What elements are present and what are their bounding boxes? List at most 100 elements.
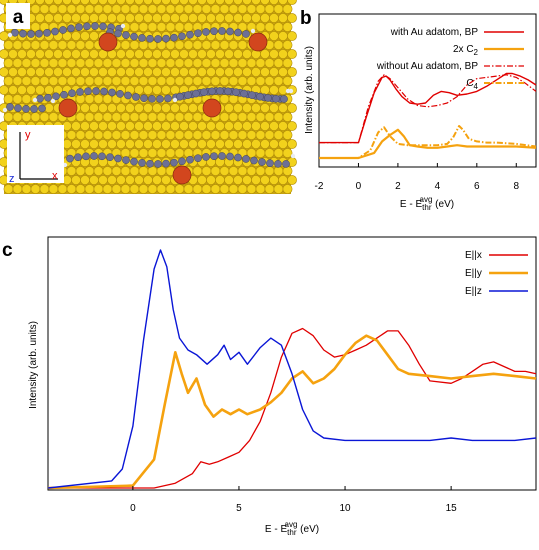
carbon-atom [250, 156, 258, 165]
panel-c-letter: c [2, 240, 13, 261]
carbon-atom [148, 95, 156, 103]
chart-b-tick-label: 8 [513, 181, 519, 192]
chart-c-tick-label: 10 [339, 503, 351, 514]
carbon-atom [218, 152, 226, 160]
chart-b-tick-label: 6 [474, 181, 480, 192]
hydrogen-atom [2, 107, 8, 113]
carbon-atom [90, 152, 98, 160]
carbon-atom [192, 89, 200, 98]
chart-b-series-2 [319, 128, 537, 160]
chart-c-tick-label: 0 [130, 503, 136, 514]
panel-a-letter: a [13, 7, 24, 28]
carbon-atom [138, 159, 146, 167]
chart-c-y-axis-label: Intensity (arb. units) [28, 321, 39, 409]
carbon-atom [266, 159, 274, 168]
chart-b-x-axis-label: E - Ethravg (eV) [400, 195, 454, 212]
gold-atom [282, 130, 293, 140]
carbon-atom [108, 88, 116, 97]
carbon-atom [43, 28, 51, 37]
carbon-atom [114, 154, 122, 163]
chart-b-tick-label: 4 [435, 181, 441, 192]
chart-b-x-ticks: -2 0 2 4 6 8 [315, 163, 519, 192]
gold-adatom [248, 32, 268, 52]
carbon-atom [75, 23, 83, 31]
axis-label-x: x [52, 170, 58, 182]
gold-atom [287, 67, 297, 77]
carbon-atom [99, 22, 107, 31]
hydrogen-atom [50, 98, 56, 104]
carbon-atom [140, 94, 148, 103]
carbon-atom [264, 94, 272, 102]
legend-b-entry-1: with Au adatom, BP [390, 27, 479, 38]
carbon-atom [6, 103, 14, 111]
gold-atom [152, 0, 162, 5]
gold-atom [282, 76, 293, 86]
carbon-atom [164, 94, 172, 103]
hydrogen-atom [285, 88, 291, 94]
gold-atom [282, 148, 293, 158]
carbon-atom [218, 27, 226, 35]
gold-atom [89, 0, 99, 5]
carbon-atom [146, 34, 154, 43]
carbon-atom [156, 95, 164, 103]
carbon-atom [256, 92, 264, 101]
carbon-atom [184, 91, 192, 99]
carbon-atom [19, 29, 27, 38]
carbon-atom [242, 30, 250, 38]
carbon-atom [11, 28, 19, 37]
carbon-atom [132, 93, 140, 101]
carbon-atom [116, 90, 124, 98]
structure-image-panel: a y z x [0, 0, 300, 200]
carbon-atom [178, 157, 186, 166]
chart-b-tick-label: 0 [356, 181, 362, 192]
hydrogen-atom [32, 97, 38, 103]
chart-panel-b: b -2 0 2 4 6 8 Intensity (arb. units) E - Eth… [297, 2, 537, 212]
chart-panel-c: c 0 5 10 15 Intensity (arb. units) E - Ethr… [2, 236, 537, 537]
chart-b-frame [318, 13, 537, 168]
gold-adatom [202, 98, 222, 118]
chart-c-series-group [47, 249, 537, 490]
carbon-atom [208, 87, 216, 96]
legend-c-entry-1: E||x [465, 250, 482, 261]
carbon-atom [154, 160, 162, 168]
carbon-atom [170, 33, 178, 42]
carbon-atom [91, 22, 99, 30]
gold-atom [242, 0, 252, 5]
chart-c-tick-label: 5 [236, 503, 242, 514]
carbon-atom [30, 105, 38, 113]
gold-atom [179, 0, 189, 5]
carbon-atom [106, 153, 114, 162]
chart-c-legend: E||x E||y E||z [465, 250, 528, 297]
chart-c-x-axis-label: E - Ethravg (eV) [265, 520, 319, 537]
carbon-atom [66, 154, 74, 163]
chart-c-x-ticks: 0 5 10 15 [130, 486, 457, 514]
carbon-atom [248, 91, 256, 99]
gold-atom [260, 0, 270, 5]
carbon-atom [272, 94, 280, 103]
gold-atom [197, 0, 207, 5]
gold-atom [287, 49, 297, 59]
gold-atom [287, 0, 297, 5]
chart-b-series-1 [319, 72, 537, 144]
carbon-atom [162, 159, 170, 168]
gold-atom [53, 0, 63, 5]
carbon-atom [162, 34, 170, 43]
gold-atom [161, 0, 171, 5]
chart-c-series-3 [47, 249, 537, 489]
axes-indicator-box [7, 125, 64, 183]
carbon-atom [98, 152, 106, 161]
carbon-atom [154, 35, 162, 43]
gold-adatom [172, 165, 192, 185]
chart-b-y-axis-label: Intensity (arb. units) [304, 46, 315, 134]
carbon-atom [186, 30, 194, 39]
gold-adatom [98, 32, 118, 52]
carbon-atom [240, 89, 248, 98]
gold-atom [282, 58, 293, 68]
chart-c-tick-label: 15 [446, 503, 458, 514]
legend-b-entry-4: C4 [466, 78, 478, 91]
gold-adatom-layer [58, 32, 268, 185]
carbon-atom [76, 88, 84, 96]
hydrogen-atom [120, 23, 126, 29]
carbon-atom [114, 29, 122, 38]
